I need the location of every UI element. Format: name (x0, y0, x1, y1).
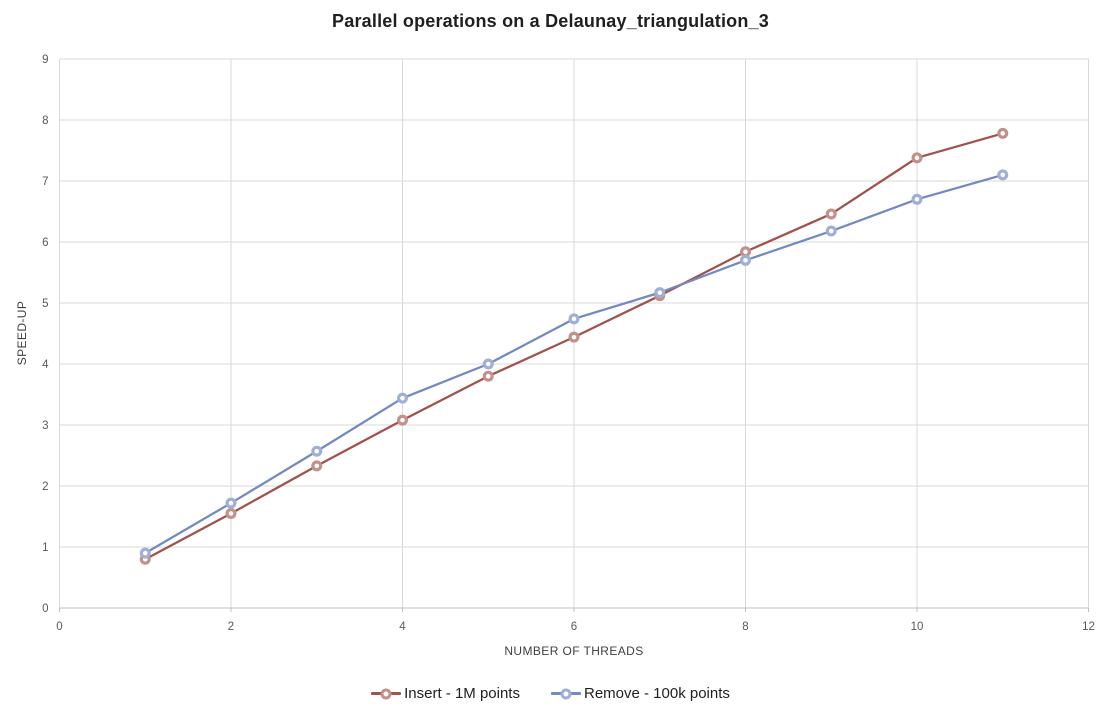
legend-label-remove: Remove - 100k points (583, 685, 730, 702)
data-point-marker (739, 246, 751, 258)
x-tick-label: 8 (742, 621, 748, 633)
y-tick-label: 1 (42, 542, 48, 554)
legend-item-insert[interactable]: Insert - 1M points (371, 685, 520, 702)
y-tick-label: 9 (42, 54, 48, 66)
x-tick-label: 4 (399, 621, 406, 633)
x-tick-label: 6 (571, 621, 577, 633)
data-point-marker (997, 127, 1009, 139)
y-tick-label: 6 (42, 237, 48, 249)
x-axis-title: NUMBER OF THREADS (504, 644, 644, 658)
data-point-marker (911, 152, 923, 164)
y-axis-title: SPEED-UP (15, 300, 29, 366)
y-tick-label: 7 (42, 176, 48, 188)
x-tick-label: 2 (228, 621, 234, 633)
data-point-marker (311, 460, 323, 472)
data-point-marker (568, 313, 580, 325)
legend-marker-remove (550, 688, 581, 699)
legend: Insert - 1M points Remove - 100k points (0, 685, 1101, 702)
legend-marker-insert (371, 688, 402, 699)
y-tick-label: 8 (42, 115, 48, 127)
data-point-marker (654, 287, 666, 299)
y-tick-label: 5 (42, 298, 48, 310)
data-point-marker (568, 331, 580, 343)
data-point-marker (225, 497, 237, 509)
series-remove-100k-points (139, 169, 1009, 559)
y-tick-label: 4 (42, 359, 49, 371)
data-point-marker (311, 445, 323, 457)
data-point-marker (825, 225, 837, 237)
data-point-marker (397, 414, 409, 426)
y-tick-labels: 0 1 2 3 4 5 6 7 8 9 (42, 54, 49, 615)
y-tick-label: 2 (42, 481, 48, 493)
legend-item-remove[interactable]: Remove - 100k points (550, 685, 730, 702)
x-axis (59, 607, 1089, 612)
y-tick-label: 3 (42, 420, 48, 432)
data-point-marker (482, 358, 494, 370)
data-point-marker (911, 193, 923, 205)
data-point-marker (997, 169, 1009, 181)
y-tick-label: 0 (42, 603, 48, 615)
legend-label-insert: Insert - 1M points (404, 685, 520, 702)
data-point-marker (139, 547, 151, 559)
data-point-marker (825, 208, 837, 220)
data-point-marker (225, 507, 237, 519)
data-point-marker (739, 254, 751, 266)
data-point-marker (482, 370, 494, 382)
legend-marker-dot-insert (380, 688, 392, 699)
data-point-marker (397, 392, 409, 404)
x-tick-label: 10 (911, 621, 924, 633)
chart-title: Parallel operations on a Delaunay_triang… (332, 11, 769, 31)
x-tick-label: 0 (56, 621, 62, 633)
x-tick-labels: 0 2 4 6 8 10 12 (56, 621, 1095, 633)
x-tick-label: 12 (1082, 621, 1095, 633)
legend-marker-dot-remove (560, 688, 572, 699)
